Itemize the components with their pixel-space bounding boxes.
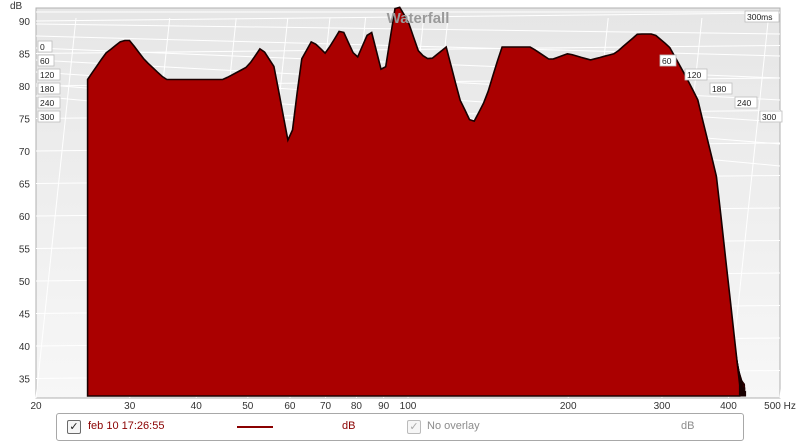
y-tick-label: 65 (19, 180, 31, 191)
y-tick-label: 70 (19, 147, 31, 158)
x-tick-label: 100 (400, 401, 417, 410)
series-unit-label: dB (342, 420, 356, 432)
grid-line (35, 17, 77, 399)
y-tick-label: 75 (19, 115, 31, 126)
x-tick-label: 400 (720, 401, 737, 410)
time-tick-label-right: 180 (712, 84, 726, 94)
grid-line (779, 203, 800, 399)
time-tick-label-right-box (684, 68, 708, 81)
time-tick-label-box (37, 40, 53, 53)
time-tick-label-right: 300 (762, 112, 776, 122)
legend-bar: ✓ feb 10 17:26:55 dB ✓ No overlay dB (56, 413, 744, 441)
time-tick-label-right-box (734, 96, 758, 109)
time-max-label-box (744, 10, 780, 23)
time-tick-label: 300 (40, 112, 54, 122)
x-tick-label: 30 (124, 401, 136, 410)
y-tick-label: 60 (19, 212, 31, 223)
y-axis-label: dB (10, 1, 23, 12)
y-tick-label: 40 (19, 342, 31, 353)
y-tick-label: 90 (19, 17, 31, 28)
y-tick-label: 80 (19, 82, 31, 93)
waterfall-slices (86, 6, 747, 397)
series-visibility-checkbox[interactable]: ✓ (67, 420, 81, 434)
time-tick-label-right: 60 (662, 56, 672, 66)
series-label: feb 10 17:26:55 (88, 420, 165, 432)
time-max-label: 300ms (747, 12, 773, 22)
x-tick-label: 200 (560, 401, 577, 410)
time-tick-label-box (37, 96, 61, 109)
time-tick-label-right-box (759, 110, 783, 123)
x-tick-label: 40 (191, 401, 203, 410)
time-tick-label-box (37, 68, 61, 81)
y-tick-label: 50 (19, 277, 31, 288)
series-line-swatch (237, 426, 273, 428)
chart-svg: 35 40 45 50 55 60 65 70 75 80 85 90 dB 20 30 40 50 60 70 80… (10, 1, 800, 412)
overlay-checkbox[interactable]: ✓ (407, 420, 421, 434)
time-tick-label-box (37, 54, 55, 67)
overlay-unit-label: dB (681, 420, 695, 432)
y-tick-label: 35 (19, 375, 31, 386)
x-tick-label: 70 (320, 401, 332, 410)
time-tick-label: 0 (40, 42, 45, 52)
x-tick-label: 80 (351, 401, 363, 410)
time-tick-label-box (37, 82, 61, 95)
x-tick-label: 90 (378, 401, 390, 410)
time-tick-label: 60 (40, 56, 50, 66)
y-tick-label: 55 (19, 245, 31, 256)
x-tick-label: 20 (30, 401, 42, 410)
time-tick-label-box (37, 110, 61, 123)
overlay-label: No overlay (427, 420, 480, 432)
x-tick-label: 300 (654, 401, 671, 410)
time-tick-label: 120 (40, 70, 54, 80)
grid-line (35, 12, 781, 22)
time-tick-label-right: 120 (687, 70, 701, 80)
x-tick-label: 60 (284, 401, 296, 410)
time-tick-label-right-box (709, 82, 733, 95)
time-tick-label: 180 (40, 84, 54, 94)
y-tick-label: 45 (19, 310, 31, 321)
x-tick-label: 50 (242, 401, 254, 410)
time-tick-label: 240 (40, 98, 54, 108)
time-tick-label-right: 240 (737, 98, 751, 108)
chart-title: Waterfall (387, 10, 450, 27)
time-tick-label-right-box (659, 54, 677, 67)
y-tick-label: 85 (19, 50, 31, 61)
waterfall-slice (86, 6, 741, 397)
x-tick-label: 500 Hz (764, 401, 796, 410)
